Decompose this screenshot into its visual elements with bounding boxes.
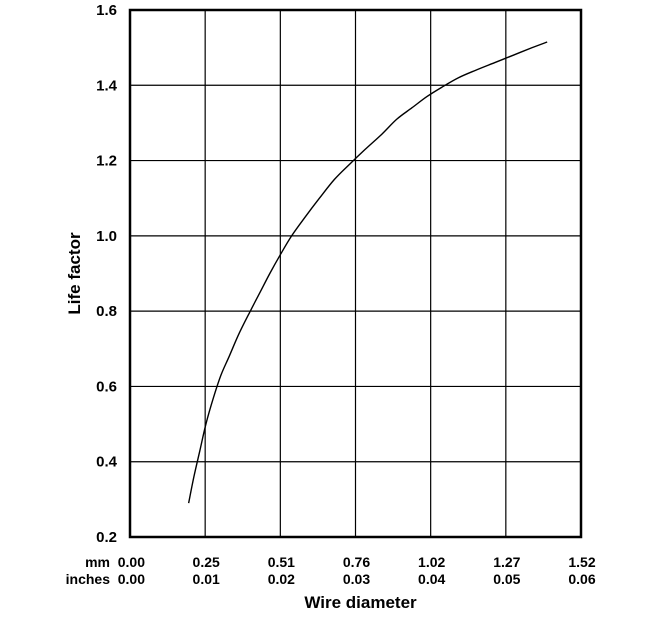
x-unit-label: inches	[66, 571, 111, 587]
y-axis-label: Life factor	[65, 232, 84, 315]
plot-frame	[128, 8, 583, 539]
x-tick-label: 0.76	[343, 554, 370, 570]
life-factor-curve	[187, 41, 548, 504]
x-tick-label: 0.25	[193, 554, 220, 570]
x-tick-label: 0.02	[268, 571, 295, 587]
y-tick-label: 1.4	[96, 77, 118, 94]
y-tick-label: 1.2	[96, 153, 117, 170]
y-tick-label: 0.8	[96, 303, 117, 320]
y-tick-label: 1.6	[96, 2, 117, 19]
y-tick-label: 1.0	[96, 228, 117, 245]
x-tick-label: 1.02	[418, 554, 445, 570]
x-tick-label: 1.52	[568, 554, 595, 570]
x-tick-label: 0.51	[268, 554, 295, 570]
x-tick-label: 0.00	[118, 554, 145, 570]
x-tick-label: 0.01	[193, 571, 220, 587]
x-axis-ticks: 0.00 0.25 0.51 0.76 1.02 1.27 1.52 mm 0.00 0.01 0.…	[66, 554, 596, 587]
y-tick-label: 0.6	[96, 378, 117, 395]
x-tick-label: 0.04	[418, 571, 445, 587]
y-tick-label: 0.2	[96, 529, 117, 546]
grid-lines	[130, 10, 581, 537]
y-tick-label: 0.4	[96, 454, 118, 471]
x-unit-label: mm	[85, 554, 110, 570]
x-tick-label: 1.27	[493, 554, 520, 570]
x-tick-label: 0.03	[343, 571, 370, 587]
y-axis-ticks: 0.2 0.4 0.6 0.8 1.0 1.2 1.4 1.6	[96, 2, 118, 546]
x-tick-label: 0.06	[568, 571, 595, 587]
x-tick-label: 0.05	[493, 571, 520, 587]
x-axis-label: Wire diameter	[304, 593, 417, 612]
x-tick-label: 0.00	[118, 571, 145, 587]
